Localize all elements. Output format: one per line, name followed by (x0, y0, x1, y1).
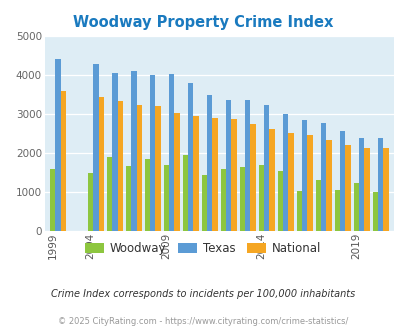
Bar (263, 105, 269, 231)
Bar (126, 166, 131, 231)
Bar (117, 101, 123, 231)
Bar (60, 91, 66, 231)
Bar (145, 159, 150, 231)
Bar (377, 138, 382, 231)
Bar (231, 119, 236, 231)
Bar (239, 167, 245, 231)
Bar (169, 74, 174, 231)
Bar (334, 190, 339, 231)
Bar (315, 181, 320, 231)
Bar (258, 165, 263, 231)
Bar (207, 95, 212, 231)
Text: © 2025 CityRating.com - https://www.cityrating.com/crime-statistics/: © 2025 CityRating.com - https://www.city… (58, 317, 347, 326)
Legend: Woodway, Texas, National: Woodway, Texas, National (80, 237, 325, 260)
Bar (339, 131, 344, 231)
Bar (150, 75, 155, 231)
Bar (164, 165, 169, 231)
Text: Crime Index corresponds to incidents per 100,000 inhabitants: Crime Index corresponds to incidents per… (51, 289, 354, 299)
Bar (353, 183, 358, 231)
Bar (382, 148, 388, 231)
Bar (226, 100, 231, 231)
Bar (155, 106, 160, 231)
Bar (112, 73, 117, 231)
Bar (98, 97, 104, 231)
Bar (372, 192, 377, 231)
Bar (282, 114, 288, 231)
Bar (277, 171, 282, 231)
Bar (193, 116, 198, 231)
Bar (93, 64, 98, 231)
Bar (296, 190, 301, 231)
Bar (269, 129, 274, 231)
Bar (320, 123, 326, 231)
Bar (55, 59, 60, 231)
Bar (88, 173, 93, 231)
Bar (131, 71, 136, 231)
Bar (288, 133, 293, 231)
Bar (212, 118, 217, 231)
Bar (363, 148, 369, 231)
Bar (182, 155, 188, 231)
Bar (220, 169, 226, 231)
Bar (50, 169, 55, 231)
Bar (250, 124, 255, 231)
Bar (301, 120, 307, 231)
Bar (107, 157, 112, 231)
Bar (245, 100, 250, 231)
Bar (326, 140, 331, 231)
Bar (201, 175, 207, 231)
Bar (344, 145, 350, 231)
Text: Woodway Property Crime Index: Woodway Property Crime Index (72, 15, 333, 30)
Bar (307, 135, 312, 231)
Bar (136, 105, 141, 231)
Bar (358, 138, 363, 231)
Bar (188, 83, 193, 231)
Bar (174, 113, 179, 231)
